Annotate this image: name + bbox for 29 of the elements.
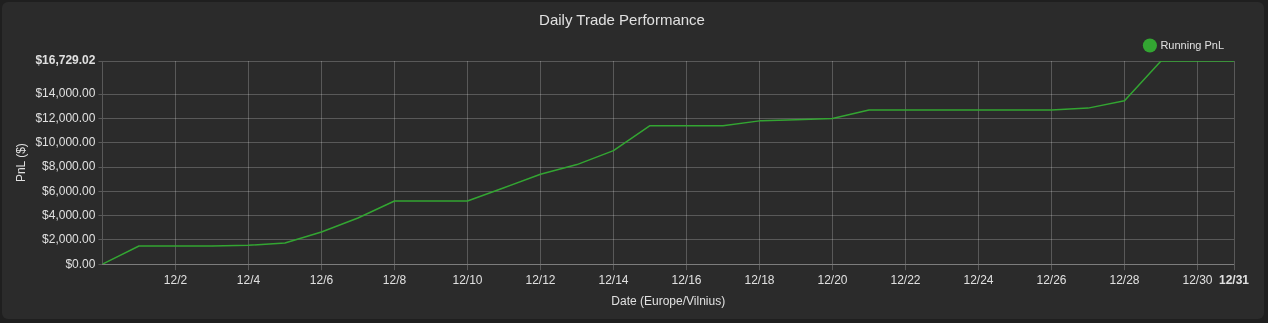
x-tick-label: 12/6 bbox=[309, 272, 334, 287]
y-tick-label: $0.00 bbox=[65, 256, 96, 271]
y-tick-label: $6,000.00 bbox=[42, 183, 96, 198]
legend-label: Running PnL bbox=[1160, 38, 1224, 51]
x-tick-label: 12/22 bbox=[890, 272, 921, 287]
chart-title: Daily Trade Performance bbox=[539, 11, 705, 29]
x-axis-title: Date (Europe/Vilnius) bbox=[611, 294, 726, 309]
y-tick-label: $4,000.00 bbox=[42, 207, 96, 222]
y-tick-label: $16,729.02 bbox=[35, 53, 96, 68]
x-tick-label: 12/20 bbox=[817, 272, 848, 287]
x-tick-label: 12/18 bbox=[744, 272, 775, 287]
x-tick-label: 12/14 bbox=[598, 272, 629, 287]
x-tick-label: 12/26 bbox=[1036, 272, 1067, 287]
x-tick-label: 12/16 bbox=[671, 272, 702, 287]
x-tick-label: 12/4 bbox=[236, 272, 261, 287]
x-tick-label: 12/31 bbox=[1218, 272, 1250, 287]
y-tick-label: $2,000.00 bbox=[42, 232, 96, 247]
x-tick-label: 12/2 bbox=[163, 272, 188, 287]
x-tick-label: 12/28 bbox=[1109, 272, 1140, 287]
x-tick-label: 12/10 bbox=[452, 272, 483, 287]
x-tick-label: 12/8 bbox=[382, 272, 407, 287]
y-tick-label: $12,000.00 bbox=[35, 110, 96, 125]
y-tick-label: $10,000.00 bbox=[35, 135, 96, 150]
y-axis-title: PnL ($) bbox=[13, 143, 28, 183]
y-tick-label: $8,000.00 bbox=[42, 159, 96, 174]
x-tick-label: 12/30 bbox=[1182, 272, 1213, 287]
x-tick-label: 12/24 bbox=[963, 272, 994, 287]
y-tick-label: $14,000.00 bbox=[35, 86, 96, 101]
x-tick-label: 12/12 bbox=[525, 272, 556, 287]
